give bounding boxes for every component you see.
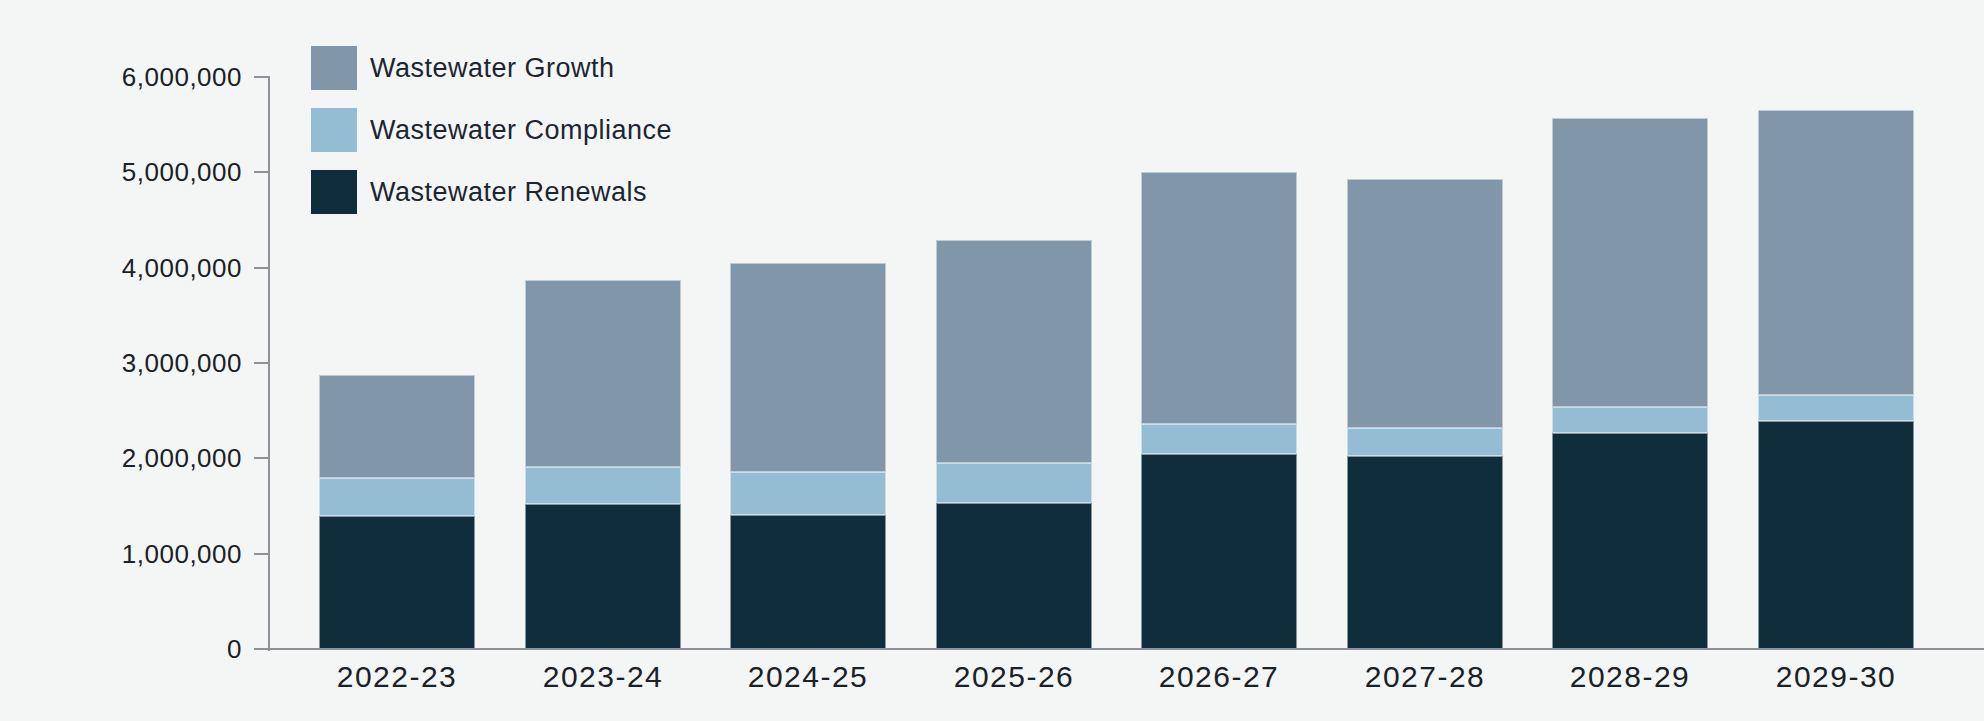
x-tick-label: 2022-23 [337,662,458,692]
y-tick-mark [254,267,270,269]
bar-segment-wastewater-renewals[interactable] [1141,454,1297,649]
y-tick-mark [254,457,270,459]
x-tick-label: 2024-25 [748,662,869,692]
y-axis-line [268,77,270,651]
bar-segment-wastewater-growth[interactable] [730,263,886,472]
bar-segment-wastewater-renewals[interactable] [1552,433,1708,649]
bar-segment-wastewater-growth[interactable] [936,240,1092,463]
bar-2023-24 [525,0,681,649]
y-tick-mark [254,553,270,555]
bar-2027-28 [1347,0,1503,649]
y-tick-label: 0 [40,636,242,662]
y-tick-label: 2,000,000 [40,445,242,471]
bar-segment-wastewater-growth[interactable] [1347,179,1503,428]
y-tick-label: 6,000,000 [40,64,242,90]
bar-2028-29 [1552,0,1708,649]
bar-2024-25 [730,0,886,649]
bar-segment-wastewater-compliance[interactable] [319,478,475,516]
bar-2029-30 [1758,0,1914,649]
x-tick-label: 2027-28 [1365,662,1486,692]
y-tick-mark [254,362,270,364]
x-tick-label: 2029-30 [1776,662,1897,692]
y-tick-mark [254,171,270,173]
x-tick-label: 2023-24 [543,662,664,692]
y-tick-label: 1,000,000 [40,541,242,567]
y-tick-label: 5,000,000 [40,159,242,185]
y-tick-label: 4,000,000 [40,255,242,281]
bar-segment-wastewater-renewals[interactable] [1347,456,1503,649]
bar-segment-wastewater-renewals[interactable] [525,504,681,649]
bar-segment-wastewater-compliance[interactable] [1552,407,1708,433]
bar-segment-wastewater-compliance[interactable] [525,467,681,504]
bar-2026-27 [1141,0,1297,649]
bar-2022-23 [319,0,475,649]
bar-segment-wastewater-renewals[interactable] [730,515,886,649]
bar-segment-wastewater-renewals[interactable] [1758,421,1914,649]
y-tick-mark [254,76,270,78]
bar-segment-wastewater-growth[interactable] [319,375,475,478]
bar-segment-wastewater-renewals[interactable] [936,503,1092,649]
bar-segment-wastewater-compliance[interactable] [1347,428,1503,456]
bar-segment-wastewater-growth[interactable] [1552,118,1708,407]
bar-segment-wastewater-compliance[interactable] [1758,395,1914,421]
bar-segment-wastewater-compliance[interactable] [730,472,886,515]
bar-segment-wastewater-growth[interactable] [525,280,681,467]
bar-segment-wastewater-compliance[interactable] [1141,424,1297,454]
x-tick-label: 2025-26 [954,662,1075,692]
x-tick-label: 2028-29 [1570,662,1691,692]
y-tick-mark [254,648,270,650]
y-tick-label: 3,000,000 [40,350,242,376]
bar-segment-wastewater-renewals[interactable] [319,516,475,649]
bar-segment-wastewater-growth[interactable] [1758,110,1914,395]
stacked-bar-chart: Wastewater GrowthWastewater ComplianceWa… [0,0,1984,721]
bar-segment-wastewater-compliance[interactable] [936,463,1092,503]
bar-segment-wastewater-growth[interactable] [1141,172,1297,424]
x-tick-label: 2026-27 [1159,662,1280,692]
bar-2025-26 [936,0,1092,649]
